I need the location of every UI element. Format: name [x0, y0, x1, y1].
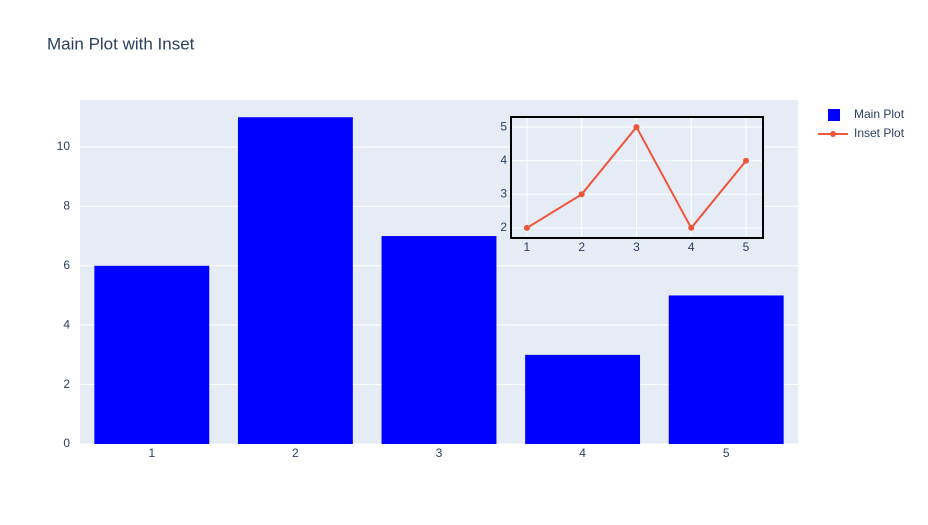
legend-label: Main Plot [854, 107, 905, 121]
x-tick-label: 1 [524, 240, 531, 254]
bar [94, 265, 210, 444]
y-tick-label: 5 [500, 119, 507, 133]
y-tick-label: 4 [500, 153, 507, 167]
y-tick-label: 4 [63, 317, 70, 331]
marker [578, 191, 585, 198]
legend-swatch [830, 131, 836, 137]
marker [633, 124, 640, 131]
marker [743, 157, 750, 164]
x-tick-label: 4 [688, 240, 695, 254]
y-tick-label: 2 [500, 220, 507, 234]
chart-title: Main Plot with Inset [47, 34, 195, 53]
x-tick-label: 2 [578, 240, 585, 254]
inset-border [510, 116, 764, 239]
bar [668, 295, 784, 444]
y-tick-label: 0 [63, 436, 70, 450]
y-tick-label: 8 [63, 199, 70, 213]
plot-area [511, 117, 763, 238]
marker [523, 224, 530, 231]
y-tick-label: 3 [500, 186, 507, 200]
bar [237, 117, 353, 444]
legend-swatch [828, 109, 840, 121]
x-tick-label: 3 [436, 446, 443, 460]
x-tick-label: 1 [148, 446, 155, 460]
bar [525, 354, 641, 444]
x-tick-label: 5 [743, 240, 750, 254]
x-tick-label: 5 [723, 446, 730, 460]
y-tick-label: 2 [63, 377, 70, 391]
x-tick-label: 3 [633, 240, 640, 254]
legend-label: Inset Plot [854, 126, 905, 140]
bar [381, 236, 497, 444]
marker [688, 224, 695, 231]
y-tick-label: 6 [63, 258, 70, 272]
x-tick-label: 2 [292, 446, 299, 460]
y-tick-label: 10 [57, 139, 71, 153]
x-tick-label: 4 [579, 446, 586, 460]
